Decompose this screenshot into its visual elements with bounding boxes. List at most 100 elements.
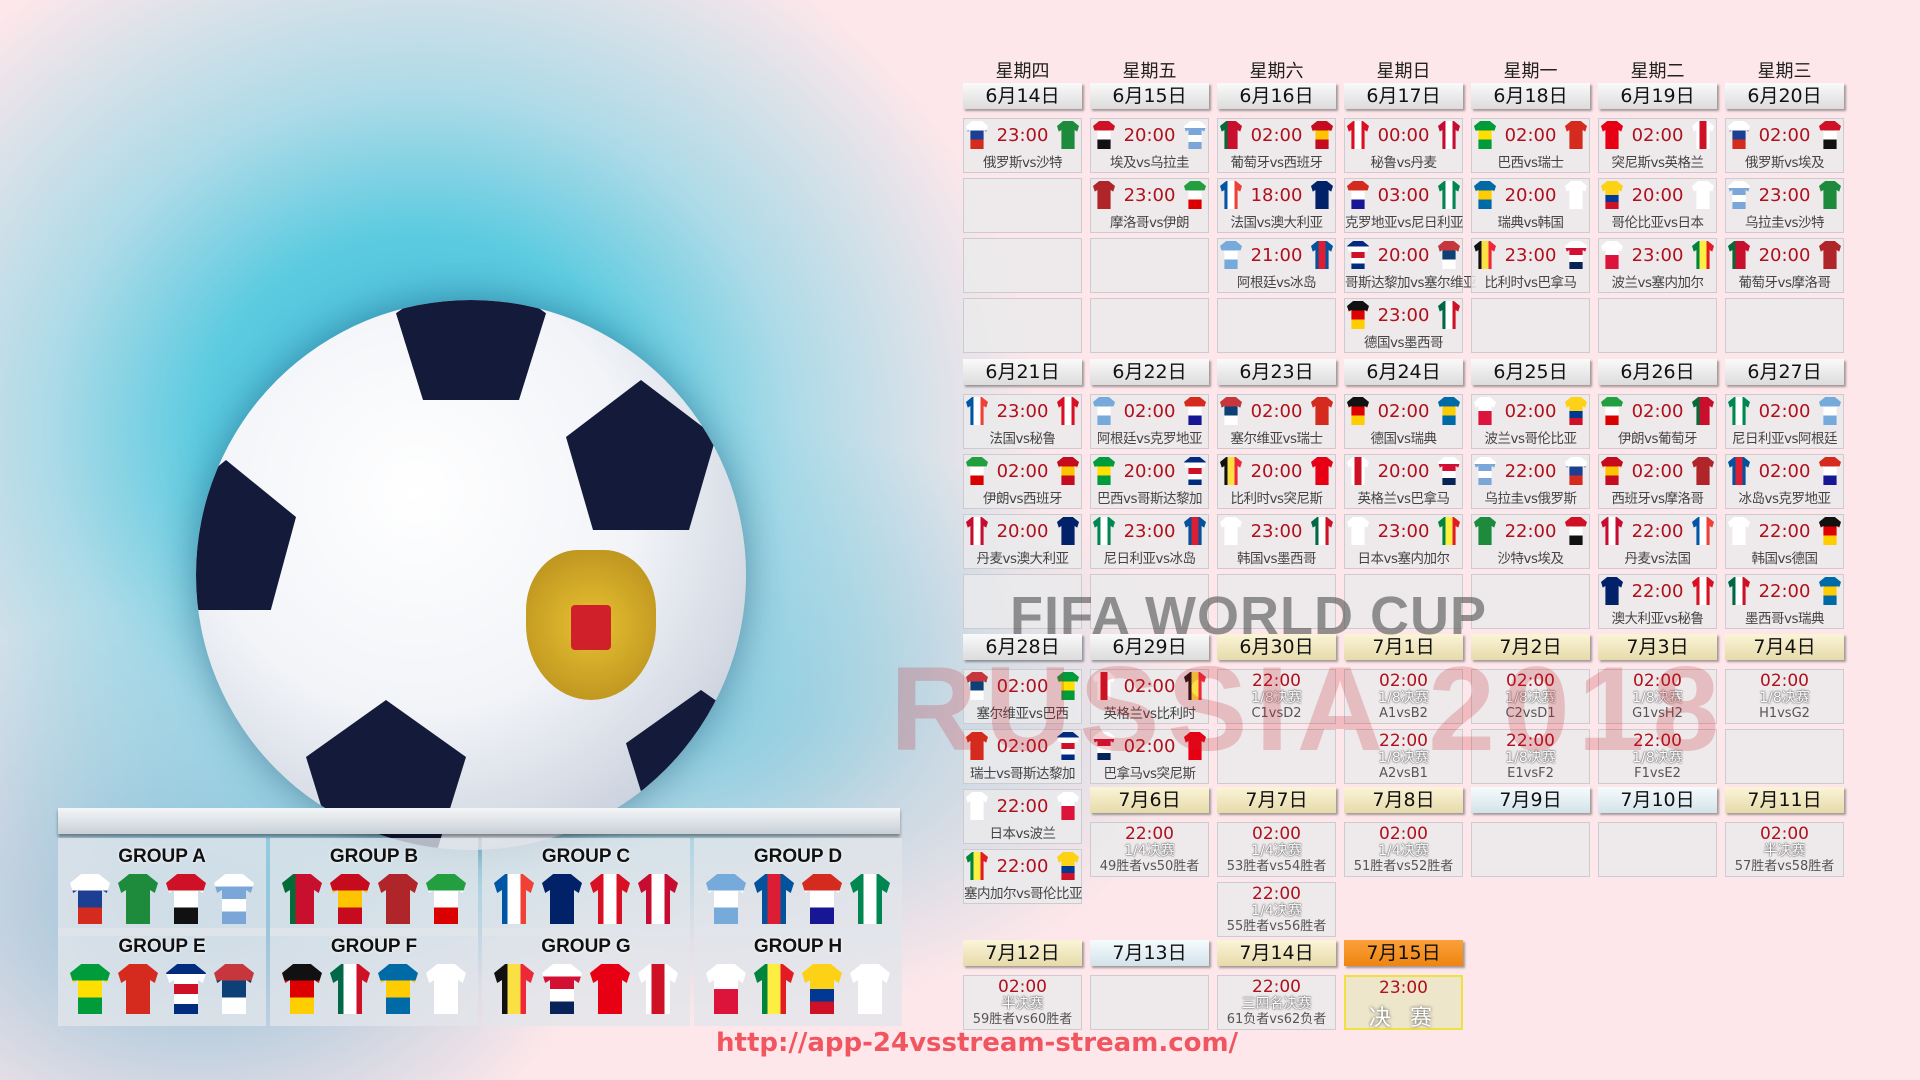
match-cell[interactable]: 00:00 秘鲁vs丹麦 [1344,118,1463,173]
match-cell[interactable]: 02:00 阿根廷vs克罗地亚 [1090,394,1209,449]
match-cell[interactable]: 02:00 伊朗vs西班牙 [963,454,1082,509]
match-cell[interactable]: 22:00 1/4决赛 49胜者vs50胜者 [1090,822,1209,877]
match-cell[interactable]: 02:00 葡萄牙vs西班牙 [1217,118,1336,173]
match-time: 23:00 [1379,978,1428,998]
match-cell[interactable]: 20:00 哥伦比亚vs日本 [1598,178,1717,233]
match-cell[interactable]: 20:00 比利时vs突尼斯 [1217,454,1336,509]
match-cell[interactable]: 02:00 俄罗斯vs埃及 [1725,118,1844,173]
match-cell[interactable]: 22:00 塞内加尔vs哥伦比亚 [963,849,1083,904]
date-header: 6月15日 [1090,83,1209,109]
match-teams: 俄罗斯vs沙特 [982,155,1063,171]
match-cell[interactable]: 02:00 西班牙vs摩洛哥 [1598,454,1717,509]
match-cell[interactable]: 22:00 韩国vs德国 [1725,514,1844,569]
match-cell[interactable]: 02:00 半决赛 59胜者vs60胜者 [963,975,1082,1030]
team-shirt-icon [1347,457,1369,485]
team-shirt-icon [1601,517,1623,545]
match-cell[interactable]: 20:00 丹麦vs澳大利亚 [963,514,1082,569]
team-shirt-icon [542,964,582,1014]
match-cell[interactable]: 22:00 日本vs波兰 [963,789,1082,844]
team-shirt-icon [638,874,678,924]
match-teams: 阿根廷vs冰岛 [1236,275,1317,291]
match-cell[interactable]: 20:00 哥斯达黎加vs塞尔维亚 [1344,238,1477,293]
match-cell[interactable]: 02:00 伊朗vs葡萄牙 [1598,394,1717,449]
match-cell[interactable]: 22:00 1/8决赛 A2vsB1 [1344,729,1463,784]
match-cell[interactable]: 02:00 突尼斯vs英格兰 [1598,118,1717,173]
match-cell[interactable]: 22:00 1/8决赛 E1vsF2 [1471,729,1590,784]
team-shirt-icon [1057,852,1079,880]
match-cell[interactable]: 23:00 波兰vs塞内加尔 [1598,238,1717,293]
team-shirt-icon [706,964,746,1014]
match-cell[interactable]: 02:00 1/8决赛 A1vsB2 [1344,669,1463,724]
team-shirt-icon [118,964,158,1014]
team-shirt-icon [494,874,534,924]
match-teams: 葡萄牙vs摩洛哥 [1738,275,1831,291]
match-teams: 英格兰vs比利时 [1103,706,1196,722]
match-cell[interactable]: 02:00 半决赛 57胜者vs58胜者 [1725,822,1844,877]
match-header: 18:00 [1218,179,1335,211]
match-cell[interactable]: 22:00 澳大利亚vs秘鲁 [1598,574,1717,629]
team-shirt-icon [282,964,322,1014]
match-cell[interactable]: 23:00 决 赛 [1344,975,1463,1031]
match-cell[interactable]: 02:00 1/4决赛 53胜者vs54胜者 [1217,822,1336,877]
match-cell[interactable]: 02:00 德国vs瑞典 [1344,394,1463,449]
match-cell[interactable]: 22:00 1/8决赛 C1vsD2 [1217,669,1336,724]
match-cell[interactable]: 23:00 俄罗斯vs沙特 [963,118,1082,173]
match-cell[interactable]: 02:00 瑞士vs哥斯达黎加 [963,729,1082,784]
match-cell[interactable]: 23:00 尼日利亚vs冰岛 [1090,514,1209,569]
match-cell[interactable]: 02:00 塞尔维亚vs巴西 [963,669,1082,724]
match-cell[interactable]: 20:00 瑞典vs韩国 [1471,178,1590,233]
match-cell[interactable]: 20:00 埃及vs乌拉圭 [1090,118,1209,173]
team-shirt-icon [1184,517,1206,545]
match-cell[interactable]: 02:00 1/4决赛 51胜者vs52胜者 [1344,822,1463,877]
match-cell[interactable]: 22:00 沙特vs埃及 [1471,514,1590,569]
match-cell[interactable]: 23:00 法国vs秘鲁 [963,394,1082,449]
match-cell[interactable]: 03:00 克罗地亚vs尼日利亚 [1344,178,1464,233]
match-cell[interactable]: 23:00 韩国vs墨西哥 [1217,514,1336,569]
match-cell[interactable]: 21:00 阿根廷vs冰岛 [1217,238,1336,293]
match-cell[interactable]: 02:00 英格兰vs比利时 [1090,669,1209,724]
match-time: 02:00 [1250,400,1303,422]
match-time: 22:00 [996,795,1049,817]
match-cell[interactable]: 02:00 1/8决赛 G1vsH2 [1598,669,1717,724]
match-cell[interactable]: 22:00 1/8决赛 F1vsE2 [1598,729,1717,784]
match-teams: 葡萄牙vs西班牙 [1230,155,1323,171]
team-shirt-icon [1819,397,1841,425]
match-cell[interactable]: 23:00 乌拉圭vs沙特 [1725,178,1844,233]
match-cell[interactable]: 22:00 乌拉圭vs俄罗斯 [1471,454,1590,509]
match-cell[interactable]: 02:00 波兰vs哥伦比亚 [1471,394,1590,449]
match-cell[interactable]: 02:00 1/8决赛 H1vsG2 [1725,669,1844,724]
team-shirt-icon [1692,121,1714,149]
team-shirt-icon [1184,397,1206,425]
team-shirt-icon [282,874,322,924]
match-header: 23:00 [1091,179,1208,211]
website-url[interactable]: http://app-24vsstream-stream.com/ [716,1028,1239,1058]
match-cell[interactable]: 22:00 三四名决赛 61负者vs62负者 [1217,975,1336,1030]
match-cell[interactable]: 22:00 墨西哥vs瑞典 [1725,574,1844,629]
match-cell[interactable]: 02:00 巴拿马vs突尼斯 [1090,729,1209,784]
match-cell[interactable]: 20:00 葡萄牙vs摩洛哥 [1725,238,1844,293]
match-cell[interactable]: 22:00 1/4决赛 55胜者vs56胜者 [1217,882,1336,937]
match-cell[interactable]: 23:00 比利时vs巴拿马 [1471,238,1590,293]
team-shirt-icon [1438,301,1460,329]
match-cell[interactable]: 02:00 尼日利亚vs阿根廷 [1725,394,1844,449]
match-cell[interactable]: 23:00 日本vs塞内加尔 [1344,514,1463,569]
match-cell[interactable]: 23:00 摩洛哥vs伊朗 [1090,178,1209,233]
match-teams: 澳大利亚vs秘鲁 [1611,611,1704,627]
match-cell[interactable]: 18:00 法国vs澳大利亚 [1217,178,1336,233]
match-cell[interactable]: 23:00 德国vs墨西哥 [1344,298,1463,353]
round-label: 1/4决赛 [1378,843,1429,859]
match-cell[interactable]: 20:00 巴西vs哥斯达黎加 [1090,454,1209,509]
match-cell[interactable]: 02:00 巴西vs瑞士 [1471,118,1590,173]
match-header: 00:00 [1345,119,1462,151]
match-cell[interactable]: 20:00 英格兰vs巴拿马 [1344,454,1463,509]
match-teams: 塞尔维亚vs巴西 [976,706,1069,722]
team-shirt-icon [1347,397,1369,425]
match-teams: 波兰vs哥伦比亚 [1484,431,1577,447]
match-cell[interactable]: 02:00 塞尔维亚vs瑞士 [1217,394,1336,449]
match-cell[interactable]: 02:00 1/8决赛 C2vsD1 [1471,669,1590,724]
empty-cell [1217,298,1336,353]
match-cell[interactable]: 22:00 丹麦vs法国 [1598,514,1717,569]
match-time: 23:00 [1377,304,1430,326]
match-cell[interactable]: 02:00 冰岛vs克罗地亚 [1725,454,1844,509]
match-time: 21:00 [1250,244,1303,266]
